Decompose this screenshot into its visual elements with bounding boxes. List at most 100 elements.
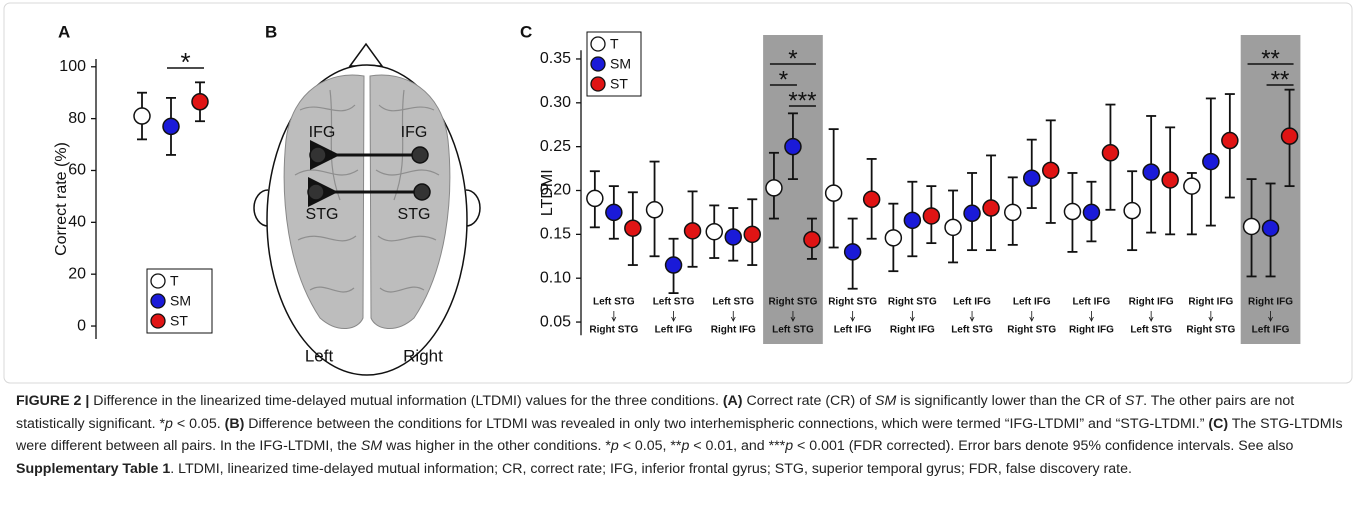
x-tick-label: Right IFG: [890, 325, 935, 336]
x-tick-label: Right STG: [828, 297, 877, 308]
x-tick-label: Right IFG: [711, 325, 756, 336]
data-point: [1242, 217, 1261, 236]
x-tick-label: Right STG: [589, 325, 638, 336]
data-point: [1202, 152, 1220, 171]
y-tick-label: 0.25: [540, 138, 571, 155]
caption-run: < 0.01, and ***: [689, 438, 786, 454]
data-point: [705, 222, 723, 241]
data-point: [1063, 202, 1082, 221]
side-label: Right: [403, 346, 443, 365]
y-tick-label: 100: [59, 58, 86, 75]
data-point: [1023, 169, 1041, 187]
y-axis-label: Correct rate (%): [53, 142, 70, 256]
data-point: [133, 107, 151, 125]
flow-arrow-head: [1148, 316, 1154, 322]
nose: [348, 42, 384, 67]
x-tick-label: Left IFG: [655, 325, 693, 336]
y-tick-label: 0: [77, 317, 86, 334]
data-point: [1142, 163, 1160, 181]
region-label: IFG: [401, 124, 428, 141]
x-tick-label: Right STG: [888, 297, 937, 308]
significance-stars: ***: [788, 87, 816, 114]
significance-stars: *: [180, 47, 190, 77]
head-diagram: [253, 42, 481, 376]
flow-arrow-head: [1268, 316, 1273, 322]
x-tick-label: Right IFG: [1129, 297, 1174, 308]
caption-run: FIGURE 2 |: [16, 393, 90, 409]
y-tick-label: 0.30: [540, 94, 571, 111]
region-node: [307, 183, 325, 201]
data-point: [803, 230, 821, 249]
x-tick-label: Right STG: [769, 297, 818, 308]
legend-label: ST: [610, 76, 628, 92]
data-point: [605, 203, 623, 222]
caption-run: < 0.001 (FDR corrected). Error bars deno…: [793, 438, 1294, 454]
caption-run: SM: [360, 438, 383, 454]
data-point: [1280, 127, 1299, 145]
data-point: [944, 218, 962, 237]
flow-arrow-head: [730, 316, 736, 322]
caption-run: p: [785, 438, 794, 454]
data-point: [922, 207, 941, 225]
data-point: [1004, 203, 1022, 222]
right-hemisphere: [369, 74, 451, 329]
x-tick-label: Left IFG: [834, 325, 872, 336]
significance-stars: **: [1261, 45, 1280, 72]
caption-run: p: [165, 415, 173, 432]
caption-run: ST: [1124, 393, 1144, 409]
flow-arrow-head: [909, 316, 915, 322]
caption-run: p: [610, 438, 619, 454]
figure-frame: [3, 2, 1353, 384]
region-label: STG: [306, 206, 339, 223]
region-node: [413, 183, 431, 201]
caption-run: . The other pairs are not statistically …: [16, 393, 1295, 432]
x-tick-label: Left STG: [1130, 325, 1172, 336]
caption-run: Supplementary Table 1: [16, 460, 171, 477]
data-point: [683, 222, 702, 240]
y-tick-label: 0.15: [540, 226, 571, 243]
data-point: [982, 199, 1000, 217]
x-tick-label: Left IFG: [1073, 297, 1111, 308]
significance-stars: *: [788, 45, 797, 72]
region-node: [309, 146, 327, 164]
x-tick-label: Right STG: [1007, 325, 1056, 336]
x-tick-label: Left STG: [593, 297, 635, 308]
caption-run: < 0.05.: [172, 415, 225, 432]
data-point: [1161, 171, 1179, 189]
panel-label: A: [58, 22, 70, 41]
data-point: [624, 219, 642, 237]
y-axis-label: LTDMI: [539, 169, 556, 216]
data-point: [664, 256, 683, 274]
data-point: [162, 117, 180, 136]
y-tick-label: 0.35: [540, 50, 571, 67]
panel-label: C: [520, 22, 532, 41]
legend-swatch: [150, 313, 166, 329]
flow-arrow-head: [1089, 316, 1094, 322]
data-point: [1101, 144, 1120, 162]
region-label: STG: [398, 206, 431, 223]
data-point: [765, 179, 783, 197]
caption-run: The STG-LTDMIs were different between al…: [16, 415, 1343, 455]
x-tick-label: Right IFG: [1188, 297, 1233, 308]
flow-arrow-head: [790, 316, 796, 322]
data-point: [862, 190, 881, 209]
legend-label: T: [170, 273, 179, 289]
x-tick-label: Left IFG: [1252, 325, 1290, 336]
legend-swatch: [590, 36, 606, 52]
caption-run: Difference in the linearized time-delaye…: [89, 393, 723, 409]
x-tick-label: Right IFG: [1069, 325, 1114, 336]
y-tick-label: 0.10: [540, 269, 571, 286]
legend-swatch: [150, 293, 166, 309]
y-tick-label: 20: [68, 265, 86, 282]
y-tick-label: 40: [68, 214, 86, 231]
region-label: IFG: [309, 124, 336, 141]
caption: FIGURE 2 | Difference in the linearized …: [16, 390, 1344, 480]
data-point: [724, 228, 742, 246]
x-tick-label: Left IFG: [1013, 297, 1051, 308]
data-point: [1082, 203, 1101, 222]
flow-arrow-head: [611, 316, 617, 322]
x-tick-label: Right IFG: [1248, 297, 1293, 308]
data-point: [824, 184, 843, 202]
legend-label: ST: [170, 313, 188, 329]
y-tick-label: 0.05: [540, 313, 571, 330]
